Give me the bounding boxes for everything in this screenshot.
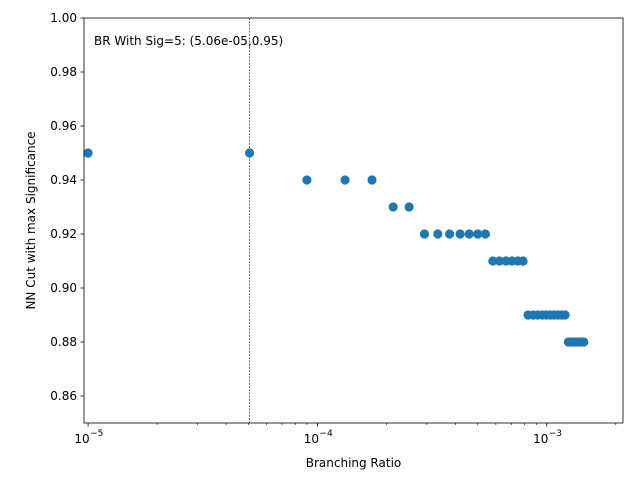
y-tick-label-3: 0.92 bbox=[50, 227, 77, 241]
data-point-2 bbox=[302, 175, 312, 185]
data-point-9 bbox=[444, 229, 455, 239]
y-tick-label-4: 0.94 bbox=[50, 173, 77, 187]
y-tick-label-1: 0.88 bbox=[50, 335, 77, 349]
data-point-12 bbox=[473, 229, 483, 239]
y-axis-label: NN Cut with max Significance bbox=[24, 131, 38, 309]
y-tick-label-6: 0.98 bbox=[50, 65, 77, 79]
x-tick-label-1: 10 bbox=[304, 432, 319, 446]
data-point-4 bbox=[367, 175, 377, 185]
data-point-6 bbox=[404, 202, 414, 212]
data-point-1 bbox=[244, 148, 255, 158]
data-point-8 bbox=[433, 229, 443, 239]
data-point-0 bbox=[83, 148, 93, 158]
data-point-7 bbox=[419, 229, 430, 239]
y-tick-label-7: 1.00 bbox=[50, 11, 77, 25]
y-axis-ticks: 0.86 0.88 0.90 0.92 0.94 0.96 0.98 1.00 bbox=[50, 11, 84, 403]
y-tick-label-2: 0.90 bbox=[50, 281, 77, 295]
data-point-13 bbox=[480, 229, 490, 239]
x-tick-label-0: 10 bbox=[74, 432, 89, 446]
data-point-11 bbox=[464, 229, 474, 239]
data-point-35 bbox=[579, 337, 589, 347]
x-tick-exponent-0: −5 bbox=[90, 429, 103, 439]
data-point-19 bbox=[518, 256, 528, 266]
data-point-15 bbox=[494, 256, 505, 266]
y-tick-label-5: 0.96 bbox=[50, 119, 77, 133]
data-point-29 bbox=[560, 310, 570, 320]
data-point-3 bbox=[340, 175, 350, 185]
x-tick-label-2: 10 bbox=[533, 432, 548, 446]
significance-annotation: BR With Sig=5: (5.06e-05,0.95) bbox=[94, 34, 283, 48]
x-tick-exponent-2: −3 bbox=[549, 429, 562, 439]
x-tick-exponent-1: −4 bbox=[319, 429, 333, 439]
axes-frame bbox=[83, 17, 624, 424]
x-axis-label: Branching Ratio bbox=[306, 456, 402, 470]
data-points bbox=[83, 148, 589, 347]
data-point-14 bbox=[488, 256, 498, 266]
data-point-5 bbox=[388, 202, 398, 212]
data-point-10 bbox=[455, 229, 465, 239]
x-axis-ticks: 10 −5 10 −4 10 −3 bbox=[74, 423, 617, 446]
y-tick-label-0: 0.86 bbox=[50, 389, 77, 403]
